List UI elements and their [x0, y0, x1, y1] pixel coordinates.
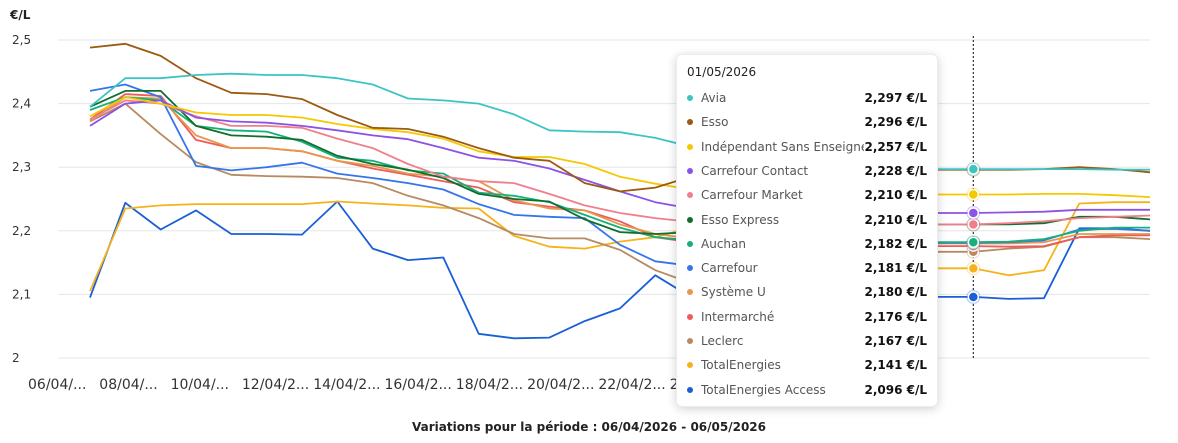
tooltip-series-value: 2,257 €/L — [864, 139, 927, 154]
hover-marker — [967, 236, 980, 248]
tooltip-series-name: Système U — [701, 285, 766, 300]
tooltip-series-value: 2,210 €/L — [864, 188, 927, 203]
tooltip-series-name: Avia — [701, 91, 727, 105]
tooltip-series-value: 2,176 €/L — [864, 309, 927, 324]
tooltip-row: Auchan 2,182 €/L — [687, 234, 927, 254]
x-tick-label: 20/04/2... — [527, 377, 594, 393]
legend-dot-icon — [687, 338, 693, 344]
tooltip-series-name: Esso Express — [701, 212, 780, 227]
legend-dot-icon — [687, 119, 693, 126]
x-tick-label: 10/04/... — [171, 377, 229, 393]
tooltip-series-value: 2,181 €/L — [864, 261, 927, 276]
tooltip-series-name: TotalEnergies — [701, 358, 781, 373]
tooltip-series-value: 2,228 €/L — [864, 163, 927, 178]
legend-dot-icon — [687, 167, 693, 174]
y-tick-label: 2,1 — [12, 287, 31, 301]
y-tick-label: 2 — [12, 351, 20, 365]
tooltip-series-value: 2,141 €/L — [864, 358, 927, 373]
tooltip-row: Carrefour 2,181 €/L — [687, 258, 927, 278]
hover-markers — [966, 162, 981, 304]
legend-dot-icon — [687, 362, 693, 369]
legend-dot-icon — [687, 289, 693, 296]
tooltip-series-name: Esso — [701, 115, 729, 130]
grid-lines — [58, 39, 1150, 359]
legend-dot-icon — [687, 95, 693, 101]
x-tick-label: 18/04/2... — [456, 377, 523, 393]
tooltip-series-name: Indépendant Sans Enseigne — [701, 139, 865, 154]
tooltip-series-name: Carrefour — [701, 261, 758, 276]
tooltip-series-name: TotalEnergies Access — [701, 382, 826, 397]
y-tick-label: 2,4 — [12, 97, 31, 111]
legend-dot-icon — [687, 265, 693, 272]
hover-marker — [967, 207, 980, 219]
x-tick-label: 22/04/2... — [598, 377, 665, 393]
legend-dot-icon — [687, 192, 693, 199]
tooltip-series-value: 2,297 €/L — [864, 91, 927, 105]
tooltip-series-value: 2,210 €/L — [864, 212, 927, 227]
legend-dot-icon — [687, 216, 693, 223]
tooltip-series-value: 2,096 €/L — [864, 382, 927, 397]
tooltip-series-value: 2,167 €/L — [864, 334, 927, 348]
tooltip-series-value: 2,296 €/L — [864, 115, 927, 130]
x-tick-label: 14/04/2... — [313, 377, 380, 393]
tooltip-series-name: Carrefour Market — [701, 188, 803, 203]
tooltip-row: Carrefour Market 2,210 €/L — [687, 185, 927, 205]
legend-dot-icon — [687, 143, 693, 150]
hover-marker — [967, 291, 980, 303]
tooltip-row: Indépendant Sans Enseigne 2,257 €/L — [687, 137, 927, 157]
legend-dot-icon — [687, 386, 693, 393]
y-tick-label: 2,2 — [12, 224, 31, 238]
hover-marker — [967, 163, 980, 175]
y-tick-label: 2,5 — [12, 33, 31, 47]
x-tick-label: 2 — [670, 377, 679, 393]
legend-dot-icon — [687, 240, 693, 247]
x-tick-label: 08/04/... — [99, 377, 157, 393]
x-tick-label: 12/04/2... — [242, 377, 309, 393]
y-axis-ticks: 2 2,1 2,2 2,3 2,4 2,5 — [12, 33, 31, 365]
legend-dot-icon — [687, 313, 693, 320]
tooltip-series-value: 2,182 €/L — [864, 236, 927, 251]
tooltip-series-name: Carrefour Contact — [701, 163, 809, 178]
chart-tooltip: 01/05/2026 Avia 2,297 €/L Esso 2,296 €/L Ind… — [676, 54, 938, 407]
series-line — [89, 99, 1150, 214]
tooltip-row: Leclerc 2,167 €/L — [687, 331, 927, 351]
tooltip-row: Avia 2,297 €/L — [687, 88, 927, 108]
tooltip-row: Intermarché 2,176 €/L — [687, 307, 927, 327]
period-caption: Variations pour la période : 06/04/2026 … — [411, 420, 767, 434]
y-tick-label: 2,3 — [12, 160, 31, 174]
hover-marker — [967, 218, 980, 231]
tooltip-row: TotalEnergies Access 2,096 €/L — [687, 380, 927, 400]
tooltip-date: 01/05/2026 — [687, 65, 757, 79]
tooltip-row: TotalEnergies 2,141 €/L — [687, 355, 927, 375]
y-unit-label: €/L — [10, 8, 31, 22]
tooltip-row: Esso 2,296 €/L — [687, 112, 927, 132]
tooltip-row: Esso Express 2,210 €/L — [687, 210, 927, 230]
series-line — [89, 99, 1151, 226]
tooltip-series-name: Intermarché — [701, 309, 775, 324]
tooltip-row: Système U 2,180 €/L — [687, 282, 927, 302]
hover-marker — [967, 262, 980, 275]
series-line — [89, 96, 1151, 198]
x-tick-label: 06/04/... — [28, 377, 86, 393]
tooltip-row: Carrefour Contact 2,228 €/L — [687, 161, 927, 181]
hover-marker — [967, 188, 980, 201]
tooltip-series-name: Leclerc — [701, 334, 744, 348]
tooltip-series-name: Auchan — [701, 236, 746, 251]
x-tick-label: 16/04/2... — [385, 377, 452, 393]
tooltip-series-value: 2,180 €/L — [864, 285, 927, 300]
